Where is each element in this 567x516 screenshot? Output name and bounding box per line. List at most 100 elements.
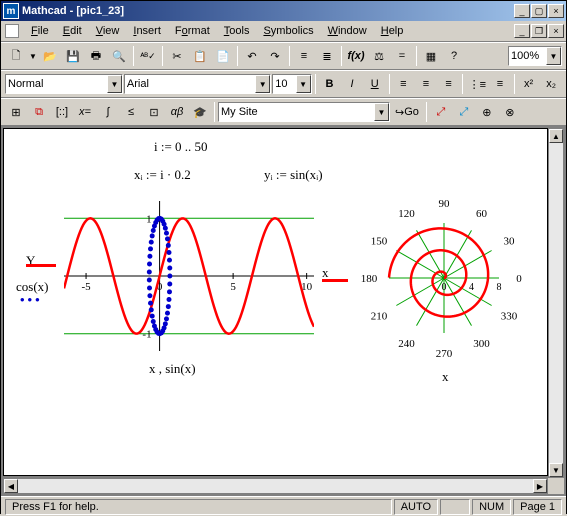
svg-text:180: 180 [361,273,378,285]
chevron-down-icon[interactable]: ▼ [546,47,561,65]
doc-minimize-button[interactable]: _ [514,24,530,38]
horizontal-scrollbar[interactable]: ◀ ▶ [3,478,548,494]
svg-text:-1: -1 [142,329,151,341]
doc-close-button[interactable]: × [548,24,564,38]
minimize-button[interactable]: _ [514,4,530,18]
menu-tools[interactable]: Tools [218,23,256,39]
component-button[interactable]: ▦ [420,45,442,67]
resource-value: My Site [221,106,258,118]
save-button[interactable]: 💾 [62,45,84,67]
svg-text:5: 5 [230,281,236,293]
svg-text:0: 0 [442,282,447,293]
menu-edit[interactable]: Edit [57,23,88,39]
calculator-palette-icon[interactable]: ⊞ [5,101,27,123]
eval-palette-icon[interactable]: x= [74,101,96,123]
menu-view[interactable]: View [90,23,126,39]
fontsize-combo[interactable]: 10 ▼ [272,74,311,94]
trace1-icon[interactable]: ⤢ [430,101,452,123]
sub-button[interactable]: x₂ [540,73,562,95]
zoom-combo[interactable]: 100% ▼ [508,46,562,66]
scroll-down-icon[interactable]: ▼ [549,463,563,477]
print-button[interactable]: 🖶 [85,45,107,67]
scroll-right-icon[interactable]: ▶ [533,479,547,493]
align-button[interactable]: ≡ [293,45,315,67]
graph-palette-icon[interactable]: ⧉ [28,101,50,123]
matrix-palette-icon[interactable]: [::] [51,101,73,123]
menu-insert[interactable]: Insert [127,23,167,39]
copy-button[interactable]: 📋 [189,45,211,67]
xy-plot: -50510-11 [64,201,314,351]
svg-text:4: 4 [469,282,474,293]
vertical-scrollbar[interactable]: ▲ ▼ [548,128,564,478]
svg-text:8: 8 [497,282,502,293]
window-title: Mathcad - [pic1_23] [22,5,514,17]
font-value: Arial [127,78,149,90]
undo-button[interactable]: ↶ [241,45,263,67]
document-area[interactable]: i := 0 .. 50 xᵢ := i · 0.2 yᵢ := sin(xᵢ)… [3,128,548,476]
trace2-icon[interactable]: ⤢ [453,101,475,123]
cut-button[interactable]: ✂ [166,45,188,67]
align2-button[interactable]: ≣ [316,45,338,67]
eq-x: xᵢ := i · 0.2 [134,167,191,183]
xy-legend-y-line [26,264,56,267]
menu-format[interactable]: Format [169,23,216,39]
menu-symbolics[interactable]: Symbolics [257,23,319,39]
programming-palette-icon[interactable]: ⊡ [143,101,165,123]
underline-button[interactable]: U [364,73,386,95]
menu-file[interactable]: File [25,23,55,39]
svg-text:210: 210 [371,311,388,323]
greek-palette-icon[interactable]: αβ [166,101,188,123]
svg-text:30: 30 [503,236,515,248]
svg-text:120: 120 [398,208,415,220]
calc-button[interactable]: = [391,45,413,67]
units-button[interactable]: ⚖ [368,45,390,67]
preview-button[interactable]: 🔍 [108,45,130,67]
calculus-palette-icon[interactable]: ∫ [97,101,119,123]
redo-button[interactable]: ↷ [264,45,286,67]
trace4-icon[interactable]: ⊗ [499,101,521,123]
open-button[interactable]: 📂 [39,45,61,67]
bullets-button[interactable]: ⋮≡ [466,73,488,95]
svg-text:1: 1 [146,213,152,225]
menu-help[interactable]: Help [375,23,410,39]
go-button[interactable]: ↪Go [391,101,423,123]
maximize-button[interactable]: ▢ [531,4,547,18]
spellcheck-button[interactable]: ᴬᴮ✓ [137,45,159,67]
help-button[interactable]: ? [443,45,465,67]
chevron-down-icon[interactable]: ▼ [107,75,122,93]
svg-text:-5: -5 [81,281,91,293]
chevron-down-icon[interactable]: ▼ [374,103,389,121]
bold-button[interactable]: B [319,73,341,95]
menu-window[interactable]: Window [322,23,373,39]
close-button[interactable]: × [548,4,564,18]
eq-range: i := 0 .. 50 [154,139,208,155]
trace3-icon[interactable]: ⊕ [476,101,498,123]
app-icon: m [3,3,19,19]
numbering-button[interactable]: ≡ [489,73,511,95]
align-right-button[interactable]: ≡ [438,73,460,95]
svg-text:300: 300 [473,338,490,350]
sup-button[interactable]: x² [518,73,540,95]
chevron-down-icon[interactable]: ▼ [296,75,311,93]
align-left-button[interactable]: ≡ [393,73,415,95]
symbolic-palette-icon[interactable]: 🎓 [189,101,211,123]
boolean-palette-icon[interactable]: ≤ [120,101,142,123]
style-combo[interactable]: Normal ▼ [5,74,123,94]
chevron-down-icon[interactable]: ▼ [255,75,270,93]
doc-restore-button[interactable]: ❐ [531,24,547,38]
fx-button[interactable]: f(x) [345,45,367,67]
scroll-corner [548,478,564,494]
italic-button[interactable]: I [341,73,363,95]
svg-text:270: 270 [436,348,453,360]
eq-y: yᵢ := sin(xᵢ) [264,167,323,183]
align-center-button[interactable]: ≡ [415,73,437,95]
paste-button[interactable]: 📄 [212,45,234,67]
scroll-left-icon[interactable]: ◀ [4,479,18,493]
new-button[interactable]: 🗋 [5,45,27,67]
style-value: Normal [8,78,43,90]
resource-combo[interactable]: My Site ▼ [218,102,390,122]
fontsize-value: 10 [275,78,287,90]
new-dropdown-icon[interactable]: ▼ [28,45,38,67]
scroll-up-icon[interactable]: ▲ [549,129,563,143]
font-combo[interactable]: Arial ▼ [124,74,271,94]
